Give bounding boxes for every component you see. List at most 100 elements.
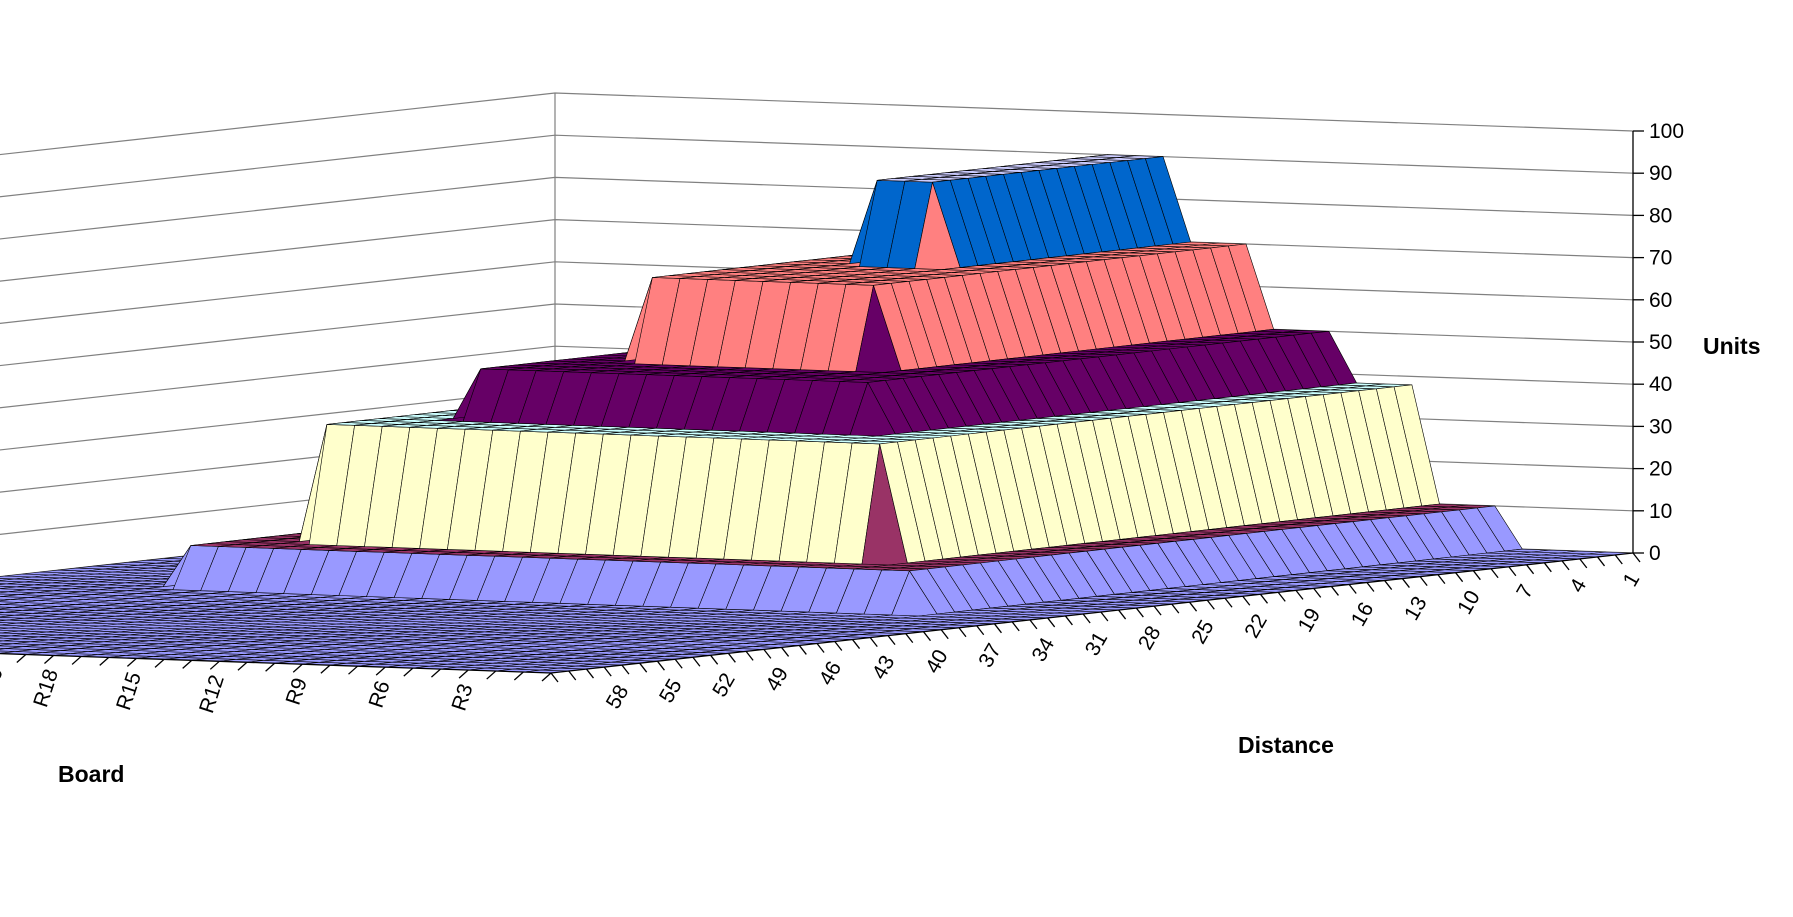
z-tick-label: 20 — [1649, 458, 1672, 481]
distance-tick-label: 22 — [1240, 610, 1272, 642]
distance-tick-mark — [550, 672, 559, 683]
board-tick-mark — [375, 666, 386, 676]
z-tick-label: 80 — [1649, 204, 1672, 227]
distance-tick-mark — [603, 666, 612, 677]
board-tick-label: R6 — [365, 678, 395, 711]
distance-tick-label: 55 — [655, 675, 687, 707]
distance-tick-mark — [710, 654, 719, 665]
distance-tick-mark — [1224, 597, 1233, 608]
distance-tick-mark — [656, 660, 665, 671]
distance-axis-line — [550, 552, 1634, 674]
distance-tick-mark — [1419, 576, 1428, 587]
distance-tick-mark — [692, 656, 701, 667]
board-tick-mark — [541, 672, 552, 682]
board-tick-mark — [431, 668, 441, 678]
distance-tick-mark — [1259, 593, 1269, 604]
board-tick-label: R3 — [447, 681, 477, 714]
z-tick-label: 60 — [1649, 289, 1672, 312]
distance-tick-mark — [1047, 617, 1056, 628]
distance-tick-mark — [1614, 554, 1623, 565]
distance-tick-mark — [958, 627, 967, 638]
z-tick-label: 50 — [1649, 331, 1672, 354]
board-axis-ticks: R3R6R9R12R15R18L19L16L13L10L7L4L1 — [0, 654, 552, 716]
board-tick-mark — [126, 657, 137, 667]
distance-tick-label: 7 — [1512, 581, 1538, 603]
z-tick-label: 100 — [1649, 120, 1684, 143]
z-axis-title: Units — [1703, 333, 1761, 359]
distance-tick-mark — [1526, 564, 1535, 575]
distance-tick-mark — [1100, 611, 1109, 622]
distance-tick-mark — [1029, 619, 1038, 630]
board-tick-label: R9 — [282, 675, 312, 708]
distance-tick-mark — [745, 650, 754, 661]
distance-tick-mark — [1206, 599, 1215, 610]
distance-tick-mark — [1632, 552, 1641, 563]
distance-tick-mark — [1490, 568, 1499, 579]
distance-tick-label: 4 — [1565, 575, 1591, 597]
distance-tick-label: 25 — [1187, 616, 1219, 648]
board-tick-mark — [99, 656, 110, 666]
distance-tick-mark — [1384, 580, 1393, 590]
board-tick-mark — [71, 655, 82, 665]
distance-tick-mark — [1508, 566, 1517, 577]
distance-tick-mark — [922, 631, 932, 642]
distance-tick-mark — [1437, 574, 1446, 585]
distance-tick-mark — [1082, 613, 1091, 624]
z-tick-label: 10 — [1649, 500, 1672, 523]
board-axis-title: Board — [58, 761, 124, 787]
distance-tick-mark — [1401, 578, 1410, 588]
distance-tick-mark — [976, 625, 985, 636]
distance-tick-mark — [1135, 607, 1144, 618]
distance-tick-label: 28 — [1134, 622, 1166, 654]
distance-tick-mark — [727, 652, 736, 663]
distance-tick-mark — [834, 641, 843, 651]
distance-tick-mark — [1330, 586, 1339, 596]
board-axis-line — [0, 652, 552, 674]
distance-tick-mark — [887, 635, 896, 646]
distance-tick-mark — [781, 647, 790, 657]
distance-tick-mark — [905, 633, 914, 644]
board-tick-mark — [16, 654, 27, 663]
distance-tick-mark — [1153, 605, 1162, 616]
distance-axis-title: Distance — [1238, 732, 1334, 758]
board-tick-mark — [209, 660, 220, 670]
distance-tick-label: 40 — [921, 646, 953, 678]
z-tick-label: 70 — [1649, 247, 1672, 270]
distance-tick-mark — [1011, 621, 1020, 632]
distance-tick-label: 16 — [1347, 599, 1379, 631]
distance-tick-mark — [1561, 560, 1570, 571]
distance-tick-mark — [1171, 603, 1180, 614]
board-tick-mark — [348, 665, 358, 675]
distance-tick-mark — [1579, 558, 1588, 569]
distance-tick-label: 43 — [868, 652, 900, 684]
board-tick-mark — [265, 662, 276, 672]
distance-tick-mark — [585, 668, 594, 679]
distance-tick-mark — [940, 629, 949, 640]
distance-tick-label: 10 — [1453, 587, 1485, 619]
z-tick-label: 40 — [1649, 373, 1672, 396]
board-tick-mark — [513, 671, 524, 681]
distance-tick-label: 49 — [761, 663, 793, 695]
distance-tick-label: 58 — [602, 681, 634, 713]
distance-tick-mark — [993, 623, 1002, 634]
distance-tick-mark — [1543, 562, 1552, 573]
distance-tick-mark — [621, 664, 630, 675]
distance-tick-mark — [1472, 570, 1481, 581]
distance-tick-mark — [1366, 582, 1375, 592]
distance-tick-label: 19 — [1294, 604, 1326, 636]
board-tick-mark — [320, 664, 331, 674]
distance-tick-mark — [1348, 584, 1357, 594]
z-tick-label: 90 — [1649, 162, 1672, 185]
distance-tick-mark — [798, 645, 807, 655]
board-tick-label: R18 — [29, 666, 63, 710]
distance-tick-mark — [869, 637, 878, 647]
distance-tick-label: 37 — [974, 640, 1006, 672]
distance-tick-mark — [1189, 601, 1198, 612]
distance-tick-mark — [816, 643, 825, 653]
board-tick-mark — [182, 659, 193, 669]
board-tick-label: L19 — [0, 664, 8, 704]
distance-tick-mark — [568, 670, 577, 681]
board-tick-mark — [237, 661, 248, 671]
z-axis-ticks: 0 10 20 30 40 50 60 70 80 90 100 — [1633, 120, 1684, 565]
